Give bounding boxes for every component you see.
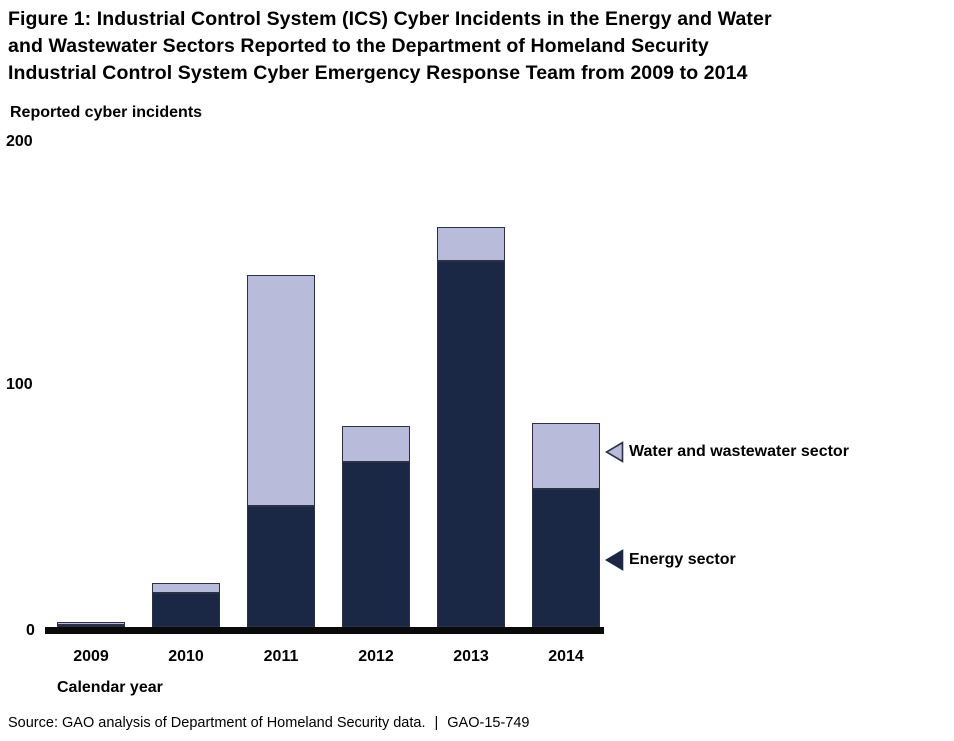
legend-energy-label: Energy sector xyxy=(629,551,736,568)
source-line: Source: GAO analysis of Department of Ho… xyxy=(8,715,529,731)
bar-energy-2009 xyxy=(57,624,125,627)
x-axis-tick-2012: 2012 xyxy=(358,648,394,665)
bar-water-2014 xyxy=(532,423,600,489)
bar-energy-2013 xyxy=(437,260,505,627)
bar-water-2011 xyxy=(247,275,315,506)
figure-title-line-2: and Wastewater Sectors Reported to the D… xyxy=(8,35,709,57)
source-separator: | xyxy=(434,715,439,731)
y-axis-title: Reported cyber incidents xyxy=(10,104,203,121)
legend-water-annotation: Water and wastewater sector xyxy=(605,441,849,463)
bar-water-2012 xyxy=(342,425,410,463)
x-axis-line xyxy=(45,627,604,634)
x-axis-tick-2011: 2011 xyxy=(263,648,299,665)
legend-water-label: Water and wastewater sector xyxy=(629,443,849,460)
bar-energy-2011 xyxy=(247,505,315,627)
legend-energy-annotation: Energy sector xyxy=(605,549,736,571)
bar-energy-2010 xyxy=(152,593,220,627)
figure-title-line-3: Industrial Control System Cyber Emergenc… xyxy=(8,62,748,84)
bar-water-2009 xyxy=(57,622,125,625)
x-axis-title: Calendar year xyxy=(57,679,163,696)
bar-energy-2012 xyxy=(342,462,410,627)
energy-sector-arrow-icon xyxy=(605,549,624,571)
x-axis-tick-2013: 2013 xyxy=(453,648,489,665)
source-text: Source: GAO analysis of Department of Ho… xyxy=(8,715,426,731)
bar-water-2010 xyxy=(152,583,220,594)
bar-water-2013 xyxy=(437,226,505,261)
x-axis-tick-2010: 2010 xyxy=(168,648,204,665)
figure-title-line-1: Figure 1: Industrial Control System (ICS… xyxy=(8,8,772,30)
report-id: GAO-15-749 xyxy=(447,715,530,731)
figure-title: Figure 1: Industrial Control System (ICS… xyxy=(8,6,948,87)
x-axis-tick-2009: 2009 xyxy=(73,648,109,665)
x-axis-tick-2014: 2014 xyxy=(548,648,584,665)
y-axis-tick-100: 100 xyxy=(6,375,33,393)
water-sector-arrow-icon xyxy=(605,441,624,463)
y-axis-tick-0: 0 xyxy=(26,622,35,639)
y-axis-tick-200: 200 xyxy=(6,133,33,150)
bar-energy-2014 xyxy=(532,488,600,627)
